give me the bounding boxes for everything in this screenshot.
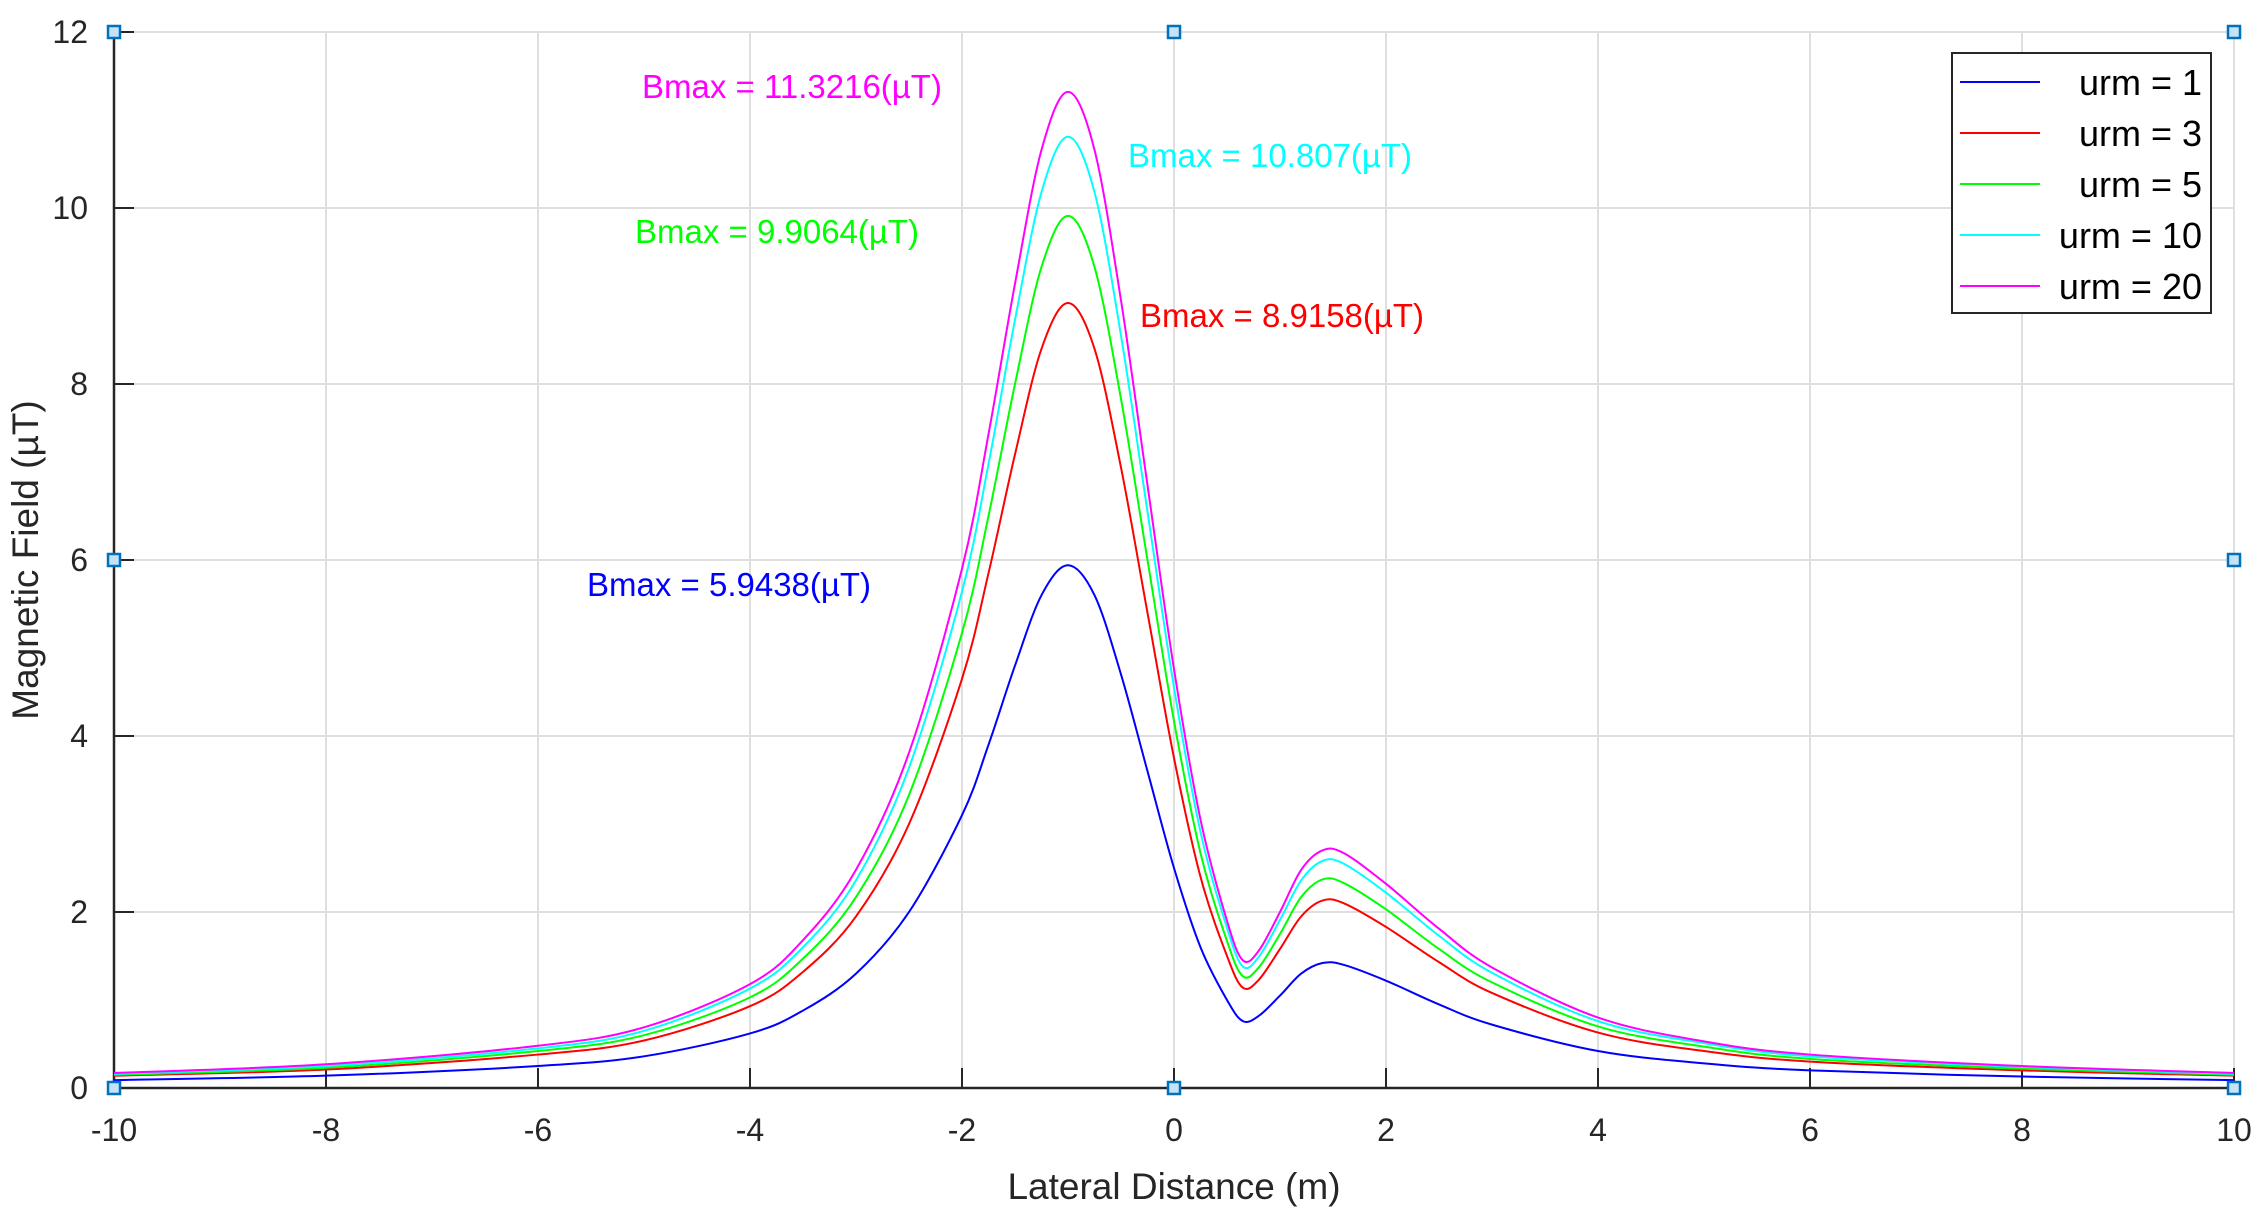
legend-entry[interactable]: urm = 3 xyxy=(1960,113,2202,154)
axes-selection-handles xyxy=(106,24,2242,1096)
legend-entry[interactable]: urm = 10 xyxy=(1960,215,2202,256)
x-tick-label: -4 xyxy=(736,1112,764,1148)
y-axis-label: Magnetic Field (µT) xyxy=(5,400,46,719)
legend-entry[interactable]: urm = 20 xyxy=(1960,266,2202,307)
y-tick-label: 0 xyxy=(70,1070,88,1106)
x-axis-label: Lateral Distance (m) xyxy=(1007,1166,1340,1207)
y-tick-label: 6 xyxy=(70,542,88,578)
y-tick-label: 8 xyxy=(70,366,88,402)
annotations: Bmax = 11.3216(µT) Bmax = 10.807(µT) Bmax … xyxy=(587,68,1424,603)
axes-handle[interactable] xyxy=(106,24,122,40)
x-tick-label: -10 xyxy=(91,1112,137,1148)
series-line-3 xyxy=(113,214,2235,1076)
x-tick-label: 10 xyxy=(2216,1112,2252,1148)
series-line-1 xyxy=(113,564,2235,1082)
x-tick-label: -8 xyxy=(312,1112,340,1148)
x-tick-label: -6 xyxy=(524,1112,552,1148)
axes-handle[interactable] xyxy=(106,1080,122,1096)
x-tick-label: 0 xyxy=(1165,1112,1183,1148)
legend-label: urm = 5 xyxy=(2079,164,2202,205)
series-line-2 xyxy=(113,302,2235,1077)
y-tick-label: 4 xyxy=(70,718,88,754)
series-line-4 xyxy=(113,135,2235,1075)
y-tick-label: 10 xyxy=(52,190,88,226)
legend-entry[interactable]: urm = 1 xyxy=(1960,62,2202,103)
axes-handle[interactable] xyxy=(1166,24,1182,40)
grid xyxy=(113,31,2235,1089)
legend-entry[interactable]: urm = 5 xyxy=(1960,164,2202,205)
bmax-annotation: Bmax = 5.9438(µT) xyxy=(587,566,871,603)
y-tick-label: 12 xyxy=(52,14,88,50)
legend-label: urm = 10 xyxy=(2059,215,2202,256)
legend-label: urm = 20 xyxy=(2059,266,2202,307)
axes-handle[interactable] xyxy=(2226,24,2242,40)
axes-handle[interactable] xyxy=(2226,1080,2242,1096)
legend[interactable]: urm = 1 urm = 3 urm = 5 urm = 10 urm = 20 xyxy=(1951,52,2212,314)
bmax-annotation: Bmax = 9.9064(µT) xyxy=(635,213,919,250)
x-tick-label: 4 xyxy=(1589,1112,1607,1148)
axes-handle[interactable] xyxy=(106,552,122,568)
bmax-annotation: Bmax = 11.3216(µT) xyxy=(642,68,942,105)
series-line-5 xyxy=(113,90,2235,1075)
series-lines xyxy=(113,90,2235,1082)
x-tick-label: 6 xyxy=(1801,1112,1819,1148)
axes: -10 -8 -6 -4 -2 0 2 4 6 8 10 0 2 4 6 8 10 12 xyxy=(52,14,2251,1148)
axes-handle[interactable] xyxy=(2226,552,2242,568)
legend-label: urm = 3 xyxy=(2079,113,2202,154)
bmax-annotation: Bmax = 8.9158(µT) xyxy=(1140,297,1424,334)
bmax-annotation: Bmax = 10.807(µT) xyxy=(1128,137,1412,174)
y-tick-label: 2 xyxy=(70,894,88,930)
x-tick-label: 2 xyxy=(1377,1112,1395,1148)
x-tick-label: -2 xyxy=(948,1112,976,1148)
legend-label: urm = 1 xyxy=(2079,62,2202,103)
axes-handle[interactable] xyxy=(1166,1080,1182,1096)
x-tick-label: 8 xyxy=(2013,1112,2031,1148)
